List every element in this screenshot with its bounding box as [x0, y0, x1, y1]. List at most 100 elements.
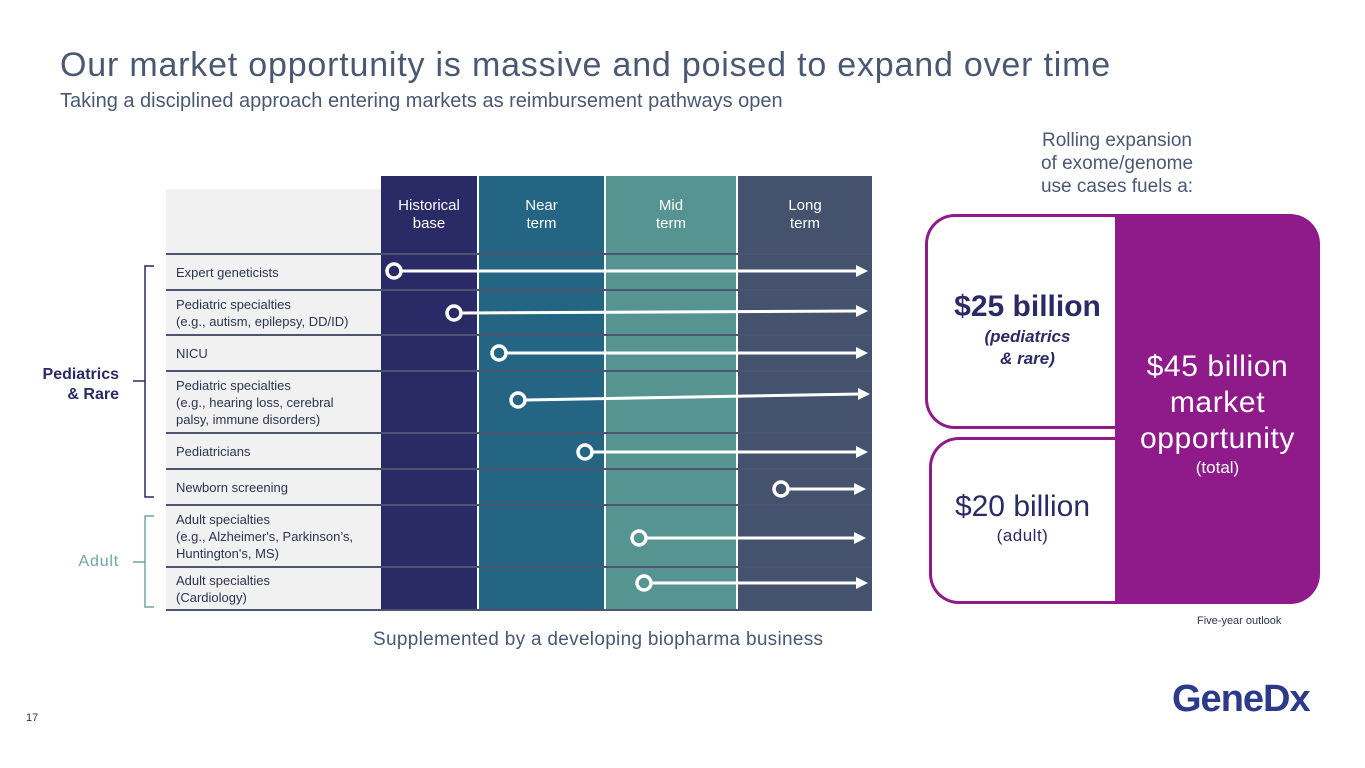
row-label-newborn-screening: Newborn screening: [166, 470, 381, 504]
arrow-line: [461, 309, 859, 315]
row-label-background: [166, 189, 381, 611]
pediatrics-amount: $25 billion: [954, 290, 1101, 323]
total-market-text: $45 billion market opportunity (total): [1115, 349, 1320, 479]
row-divider: [166, 253, 872, 255]
row-label-pediatric-specialties-hearing: Pediatric specialties (e.g., hearing loss…: [166, 372, 381, 432]
row-divider: [166, 609, 872, 611]
arrowhead: [858, 388, 870, 400]
header-line: term: [656, 214, 686, 232]
arrowhead: [856, 347, 868, 359]
column-historical-base: [381, 176, 477, 611]
total-line: market: [1169, 386, 1266, 419]
row-label-line: (e.g., hearing loss, cerebral: [176, 394, 334, 410]
row-label-adult-specialties-cardiology: Adult specialties (Cardiology): [166, 568, 381, 609]
row-label-pediatric-specialties-autism: Pediatric specialties (e.g., autism, epil…: [166, 291, 381, 334]
row-label-line: Newborn screening: [176, 479, 289, 495]
arrowhead: [856, 446, 868, 458]
adult-note: (adult): [996, 526, 1049, 545]
arrowhead: [854, 483, 866, 495]
arrow-expert-geneticists: [385, 262, 868, 280]
column-near-term: [479, 176, 604, 611]
five-year-outlook: Five-year outlook: [1197, 615, 1282, 627]
group-label-line: Pediatrics: [42, 366, 119, 383]
row-label-line: palsy, immune disorders): [176, 411, 321, 427]
biopharma-note: Supplemented by a developing biopharma b…: [373, 629, 824, 650]
arrow-adult-specialties-cardiology: [635, 574, 868, 592]
page-subtitle: Taking a disciplined approach entering m…: [60, 90, 783, 112]
row-divider: [166, 432, 872, 434]
adult-amount: $20 billion: [954, 490, 1091, 523]
adult-market-box: [929, 437, 1145, 604]
arrowhead: [856, 305, 868, 317]
pediatrics-market-text: $25 billion (pediatrics & rare): [935, 289, 1120, 370]
start-circle: [509, 391, 527, 409]
start-circle: [385, 262, 403, 280]
pediatrics-note-line: (pediatrics: [984, 327, 1071, 346]
row-label-pediatricians: Pediatricians: [166, 434, 381, 468]
header-line: Historical: [398, 196, 460, 214]
rolling-expansion-text: Rolling expansion of exome/genome use ca…: [1000, 129, 1234, 198]
row-divider: [166, 289, 872, 291]
row-label-line: Pediatric specialties: [176, 296, 291, 312]
arrowhead: [854, 532, 866, 544]
header-line: term: [526, 214, 557, 232]
row-label-line: Expert geneticists: [176, 264, 279, 280]
header-line: Long: [788, 196, 822, 214]
row-label-line: Adult specialties: [176, 572, 270, 588]
start-circle: [635, 574, 653, 592]
pediatrics-bracket: [133, 265, 154, 498]
start-circle: [445, 304, 463, 322]
row-label-line: (e.g., autism, epilepsy, DD/ID): [176, 313, 349, 329]
row-label-line: Pediatric specialties: [176, 377, 291, 393]
header-line: Mid: [658, 196, 684, 214]
header-historical-base: Historical base: [381, 176, 477, 253]
total-note: (total): [1195, 458, 1240, 477]
start-circle: [772, 480, 790, 498]
group-label-line: Adult: [78, 553, 119, 570]
adult-market-text: $20 billion (adult): [935, 489, 1110, 547]
start-circle: [576, 443, 594, 461]
header-long-term: Long term: [738, 176, 872, 253]
group-label-adult: Adult: [40, 552, 119, 572]
row-divider: [166, 566, 872, 568]
row-label-line: Huntington's, MS): [176, 545, 279, 561]
row-label-line: (Cardiology): [176, 589, 247, 605]
row-label-adult-specialties-neuro: Adult specialties (e.g., Alzheimer's, Par…: [166, 506, 381, 566]
pediatrics-note: (pediatrics & rare): [935, 326, 1120, 370]
row-label-line: (e.g., Alzheimer's, Parkinson’s,: [176, 528, 354, 544]
start-circle: [630, 529, 648, 547]
total-market-box: [1115, 214, 1320, 604]
arrow-line: [525, 392, 861, 402]
row-label-expert-geneticists: Expert geneticists: [166, 255, 381, 289]
arrow-pediatric-specialties-hearing: [509, 388, 870, 409]
row-label-line: NICU: [176, 345, 208, 361]
header-mid-term: Mid term: [606, 176, 736, 253]
row-label-line: Pediatricians: [176, 443, 251, 459]
pediatrics-note-line: & rare): [1000, 349, 1055, 368]
header-line: base: [412, 214, 446, 232]
page-number: 17: [26, 712, 39, 724]
header-near-term: Near term: [479, 176, 604, 253]
header-line: Near: [525, 196, 558, 214]
arrow-pediatricians: [576, 443, 868, 461]
group-label-pediatrics: Pediatrics & Rare: [20, 365, 119, 405]
logo-text: GeneDx: [1172, 678, 1311, 720]
rolling-line: of exome/genome: [1040, 153, 1194, 174]
group-label-line: & Rare: [67, 386, 119, 403]
row-label-line: Adult specialties: [176, 511, 270, 527]
total-line: opportunity: [1139, 422, 1296, 455]
page-title: Our market opportunity is massive and po…: [60, 46, 1111, 84]
arrow-nicu: [490, 344, 868, 362]
arrow-pediatric-specialties-autism: [445, 304, 868, 322]
genedx-logo: GeneDx: [1172, 678, 1327, 724]
pediatrics-market-box: [925, 214, 1145, 429]
adult-bracket: [133, 515, 154, 608]
rolling-line: use cases fuels a:: [1040, 176, 1194, 197]
start-circle: [490, 344, 508, 362]
arrowhead: [856, 265, 868, 277]
row-divider: [166, 468, 872, 470]
row-divider: [166, 370, 872, 372]
header-line: term: [790, 214, 820, 232]
arrow-adult-specialties-neuro: [630, 529, 866, 547]
